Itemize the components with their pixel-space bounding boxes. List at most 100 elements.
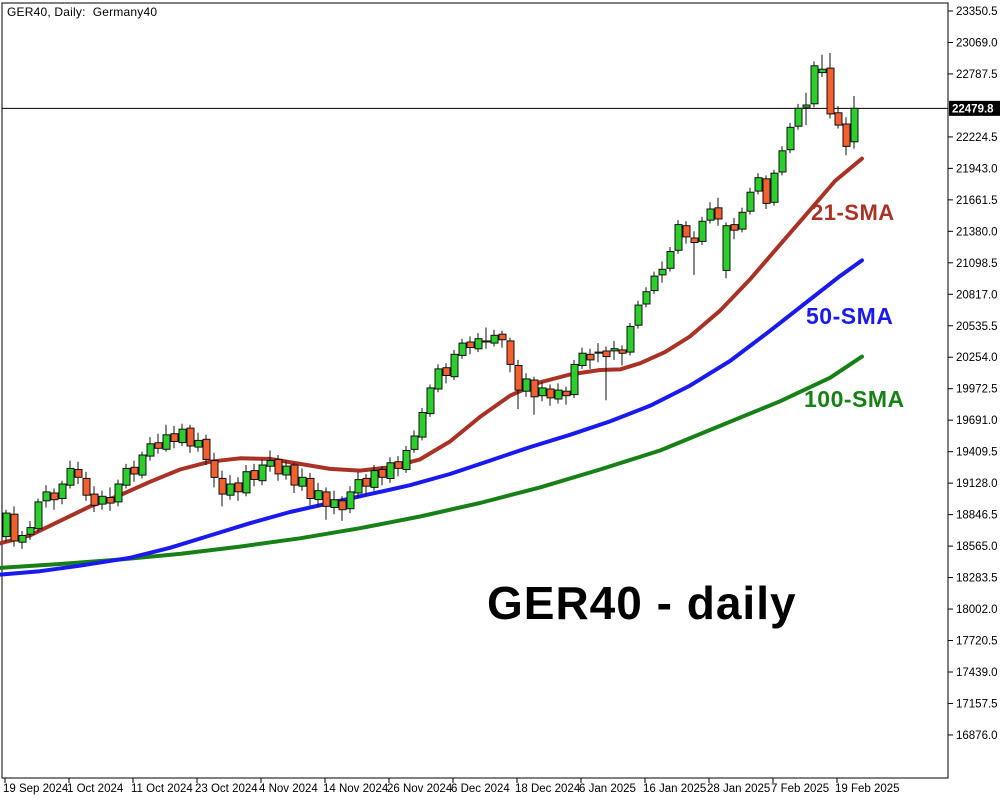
date-axis-tick-label: 16 Jan 2025 bbox=[643, 783, 706, 795]
candle bbox=[330, 490, 339, 515]
price-axis-tick-label: 19128.0 bbox=[956, 478, 998, 490]
candle bbox=[818, 54, 827, 77]
candle-body-up bbox=[738, 211, 747, 230]
candle bbox=[58, 480, 67, 505]
date-axis-tick-label: 1 Oct 2024 bbox=[67, 783, 124, 795]
candle bbox=[66, 460, 75, 489]
price-axis-tick-label: 20817.0 bbox=[956, 289, 998, 301]
candle-body-down bbox=[498, 333, 507, 341]
candle bbox=[490, 329, 499, 347]
candle bbox=[458, 338, 467, 359]
candle bbox=[674, 220, 683, 254]
date-axis-tick-label: 18 Dec 2024 bbox=[515, 783, 581, 795]
candle bbox=[354, 471, 363, 498]
candle bbox=[554, 383, 563, 404]
candle bbox=[218, 470, 227, 507]
candle-body-down bbox=[250, 470, 259, 481]
candle-body-up bbox=[578, 352, 587, 367]
candle-body-up bbox=[282, 465, 291, 476]
candle-body-down bbox=[170, 433, 179, 443]
candle bbox=[610, 340, 619, 360]
candle-body-down bbox=[826, 67, 835, 115]
candle-body-up bbox=[474, 338, 483, 350]
candle bbox=[634, 300, 643, 329]
candle bbox=[578, 347, 587, 369]
candle-body-down bbox=[234, 482, 243, 493]
candle bbox=[386, 457, 395, 483]
candle bbox=[482, 327, 491, 349]
candle-body-up bbox=[610, 348, 619, 352]
candle-body-down bbox=[202, 438, 211, 460]
candle-body-up bbox=[706, 208, 715, 221]
candle bbox=[178, 423, 187, 446]
candle-body-up bbox=[26, 527, 35, 535]
candle bbox=[562, 386, 571, 405]
candle-body-up bbox=[786, 126, 795, 151]
candle-body-up bbox=[42, 491, 51, 502]
candle bbox=[194, 432, 203, 452]
price-axis-tick-label: 16876.0 bbox=[956, 730, 998, 742]
candle-body-up bbox=[746, 191, 755, 212]
candle-body-up bbox=[418, 412, 427, 438]
price-axis-tick-label: 22224.5 bbox=[956, 132, 998, 144]
candle bbox=[98, 490, 107, 510]
candle bbox=[306, 472, 315, 506]
candle-body-up bbox=[402, 450, 411, 470]
plot-border bbox=[1, 2, 949, 779]
candle-body-up bbox=[754, 177, 763, 192]
candle-body-down bbox=[210, 460, 219, 478]
price-axis-tick-label: 17439.0 bbox=[956, 667, 998, 679]
candle-body-up bbox=[794, 107, 803, 127]
price-axis-tick-label: 19691.0 bbox=[956, 415, 998, 427]
candle bbox=[250, 463, 259, 487]
candle-body-up bbox=[122, 467, 131, 486]
candle-body-up bbox=[770, 172, 779, 203]
candle-body-up bbox=[722, 225, 731, 271]
candle-body-up bbox=[386, 462, 395, 479]
candle bbox=[802, 92, 811, 126]
candle-body-up bbox=[802, 104, 811, 108]
candle-body-up bbox=[410, 435, 419, 450]
candle bbox=[10, 506, 19, 547]
candle bbox=[410, 430, 419, 453]
candle-body-up bbox=[538, 387, 547, 397]
price-axis-tick-label: 18565.0 bbox=[956, 541, 998, 553]
candle-body-down bbox=[106, 497, 115, 504]
sma21-label: 21-SMA bbox=[811, 200, 895, 225]
candle bbox=[842, 117, 851, 156]
candle-body-up bbox=[674, 224, 683, 251]
candle bbox=[682, 221, 691, 244]
candle bbox=[730, 217, 739, 240]
candle-body-down bbox=[682, 225, 691, 238]
candle-body-up bbox=[226, 483, 235, 496]
candle-body-down bbox=[690, 237, 699, 243]
candle bbox=[826, 53, 835, 119]
candle bbox=[90, 486, 99, 512]
candle bbox=[834, 106, 843, 129]
candle-body-up bbox=[298, 476, 307, 487]
candle bbox=[746, 187, 755, 215]
price-axis-tick-label: 21943.0 bbox=[956, 163, 998, 175]
date-axis-tick-label: 7 Feb 2025 bbox=[771, 783, 829, 795]
candle-body-down bbox=[546, 388, 555, 399]
candle-body-down bbox=[562, 390, 571, 397]
candle bbox=[722, 222, 731, 279]
candle bbox=[322, 487, 331, 520]
price-axis-tick-label: 17157.5 bbox=[956, 698, 998, 710]
candle-body-up bbox=[458, 342, 467, 356]
price-axis-tick-label: 21380.0 bbox=[956, 226, 998, 238]
candle-body-up bbox=[66, 467, 75, 486]
candle-body-up bbox=[778, 150, 787, 173]
price-axis-tick-label: 21661.5 bbox=[956, 195, 998, 207]
candle-body-up bbox=[810, 65, 819, 105]
candle-body-down bbox=[834, 112, 843, 126]
candle-body-down bbox=[90, 493, 99, 506]
candle-body-down bbox=[50, 492, 59, 501]
candle bbox=[122, 463, 131, 489]
candle-body-up bbox=[850, 107, 859, 143]
candle bbox=[794, 103, 803, 130]
candle-body-down bbox=[362, 477, 371, 487]
price-axis-tick-label: 19409.5 bbox=[956, 447, 998, 459]
candle bbox=[530, 376, 539, 415]
